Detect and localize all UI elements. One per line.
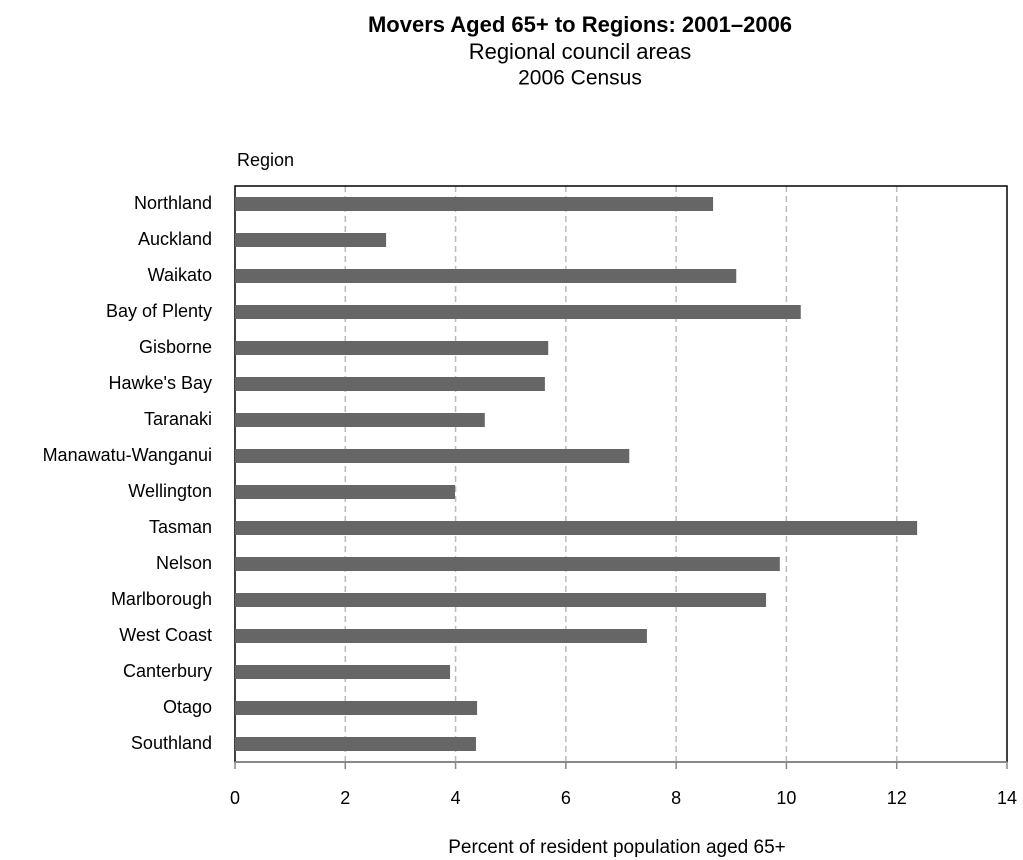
bar bbox=[235, 269, 737, 283]
y-tick-label: Northland bbox=[134, 193, 212, 213]
y-tick-label: Southland bbox=[131, 733, 212, 753]
y-tick-label: Auckland bbox=[138, 229, 212, 249]
bar bbox=[235, 737, 476, 751]
y-tick-label: Canterbury bbox=[123, 661, 212, 681]
y-tick-label: Hawke's Bay bbox=[109, 373, 212, 393]
y-tick-label: Wellington bbox=[128, 481, 212, 501]
y-tick-label: Nelson bbox=[156, 553, 212, 573]
bar bbox=[235, 341, 549, 355]
y-tick-label: Manawatu-Wanganui bbox=[43, 445, 212, 465]
bar bbox=[235, 377, 545, 391]
y-axis-title: Region bbox=[237, 150, 294, 170]
bar bbox=[235, 305, 801, 319]
x-tick-label: 6 bbox=[561, 788, 571, 808]
x-tick-label: 4 bbox=[451, 788, 461, 808]
y-tick-label: West Coast bbox=[119, 625, 212, 645]
y-tick-label: Marlborough bbox=[111, 589, 212, 609]
x-tick-label: 14 bbox=[997, 788, 1017, 808]
chart-subtitle: 2006 Census bbox=[518, 67, 642, 90]
bar bbox=[235, 701, 478, 715]
y-tick-label: Otago bbox=[163, 697, 212, 717]
bar bbox=[235, 557, 780, 571]
x-tick-label: 8 bbox=[671, 788, 681, 808]
x-tick-label: 2 bbox=[340, 788, 350, 808]
y-tick-label: Waikato bbox=[148, 265, 212, 285]
y-tick-label: Taranaki bbox=[144, 409, 212, 429]
x-tick-label: 0 bbox=[230, 788, 240, 808]
bar bbox=[235, 197, 714, 211]
bar bbox=[235, 665, 451, 679]
bar bbox=[235, 413, 485, 427]
bar bbox=[235, 233, 387, 247]
bar bbox=[235, 449, 630, 463]
chart-title: Movers Aged 65+ to Regions: 2001–2006 bbox=[368, 12, 792, 37]
bar bbox=[235, 629, 647, 643]
plot-frame bbox=[234, 185, 1008, 762]
bar bbox=[235, 521, 918, 535]
y-tick-label: Gisborne bbox=[139, 337, 212, 357]
chart-subtitle: Regional council areas bbox=[469, 39, 692, 64]
y-tick-label: Bay of Plenty bbox=[106, 301, 212, 321]
bar bbox=[235, 485, 456, 499]
bar bbox=[235, 593, 767, 607]
x-tick-label: 12 bbox=[887, 788, 907, 808]
x-axis-title: Percent of resident population aged 65+ bbox=[448, 837, 786, 858]
x-tick-label: 10 bbox=[776, 788, 796, 808]
y-tick-label: Tasman bbox=[149, 517, 212, 537]
